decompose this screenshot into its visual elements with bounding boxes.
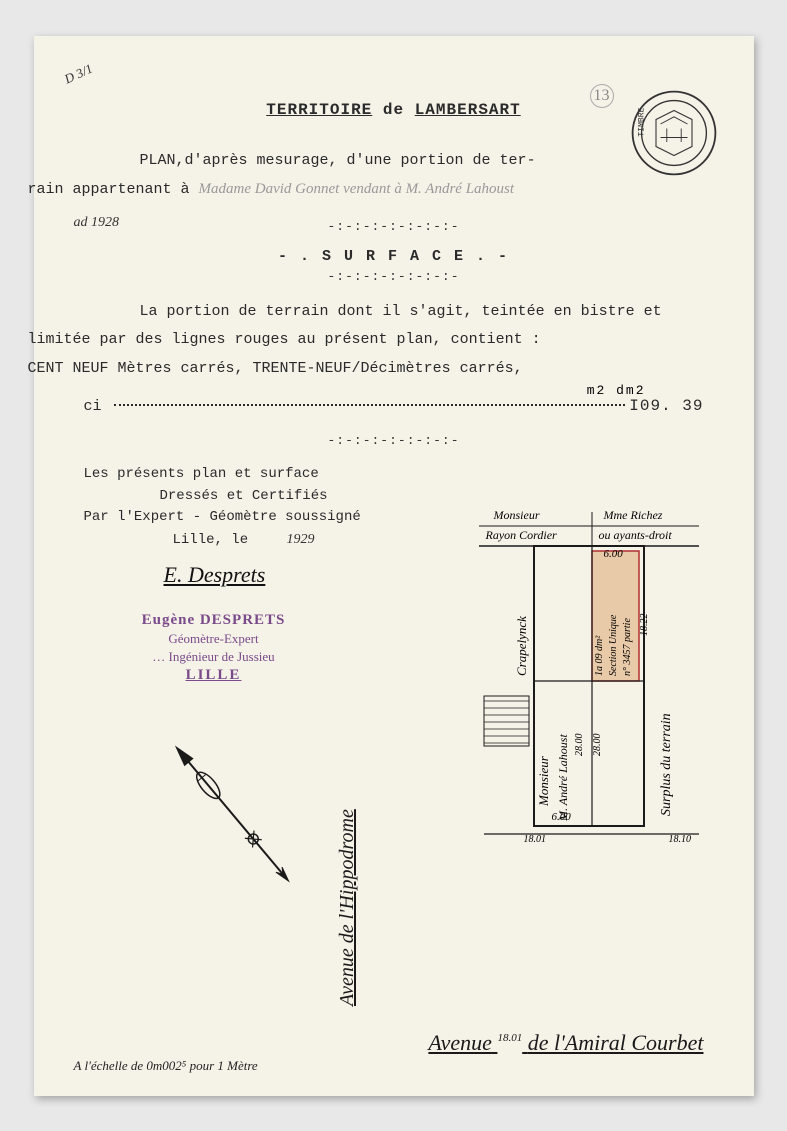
compass-arrow-icon <box>134 716 334 916</box>
body-line3: CENT NEUF Mètres carrés, TRENTE-NEUF/Déc… <box>28 360 523 377</box>
surface-paragraph: La portion de terrain dont il s'agit, te… <box>84 298 704 384</box>
cert-year: 1929 <box>287 532 315 547</box>
scale-note: A l'échelle de 0m002⁵ pour 1 Mètre <box>74 1058 258 1074</box>
signature: E. Desprets <box>164 558 404 592</box>
parcel-area: 1a 09 dm² <box>594 561 605 676</box>
mid-owner: M. André Lahoust <box>556 691 571 821</box>
title-de: de <box>383 101 404 119</box>
document-paper: D 3/1 13 TIMBRE TERRITOIRE de LAMBERSART… <box>34 36 754 1096</box>
stamp-role1: Géomètre-Expert <box>124 630 304 648</box>
avenue-h-dim: 18.01 <box>497 1032 522 1044</box>
page-number-circle: 13 <box>590 84 614 108</box>
parcel-section: Section Unique <box>608 561 619 676</box>
title-territoire: TERRITOIRE <box>266 101 372 119</box>
title-commune: LAMBERSART <box>415 101 521 119</box>
top-owner2-right: ou ayants-droit <box>599 528 672 543</box>
bottom-dim-left: 18.01 <box>524 834 547 845</box>
mid-dim-left: 28.00 <box>574 696 585 756</box>
right-surplus-text: Surplus du terrain <box>659 586 675 816</box>
avenue-horizontal-label: Avenue 18.01 de l'Amiral Courbet <box>428 1030 703 1056</box>
dim-top: 6.00 <box>604 548 623 560</box>
left-owner-label: Monsieur <box>536 696 552 806</box>
cert-line1: Les présents plan et surface <box>84 464 404 486</box>
cert-line4: Lille, le 1929 <box>84 529 404 552</box>
intro-line2: rain appartenant à <box>28 181 199 198</box>
top-owner-left: Monsieur <box>494 508 540 523</box>
avenue-h-pre: Avenue <box>428 1030 492 1055</box>
dotted-leader <box>114 404 626 406</box>
parcel-number: n° 3457 partie <box>622 561 633 676</box>
unit-labels: m2 dm2 <box>587 383 646 398</box>
stamp-city: LILLE <box>124 665 304 685</box>
parcel-len: 18.22 <box>639 576 650 636</box>
corner-reference: D 3/1 <box>61 60 94 87</box>
cadastral-plan: Monsieur Mme Richez Rayon Cordier ou aya… <box>374 506 714 1006</box>
intro-paragraph: PLAN,d'après mesurage, d'une portion de … <box>84 147 704 205</box>
intro-line1: PLAN,d'après mesurage, d'une portion de … <box>140 152 536 169</box>
left-owner-name: Crapelynck <box>514 566 530 676</box>
cert-line3: Par l'Expert - Géomètre soussigné <box>84 507 404 529</box>
surveyor-stamp: Eugène DESPRETS Géomètre-Expert … Ingéni… <box>124 610 304 686</box>
owner-names-faded: Madame David Gonnet vendant à M. André L… <box>199 181 515 197</box>
bottom-dim-right: 18.10 <box>669 834 692 845</box>
mid-dim-right: 28.00 <box>592 696 603 756</box>
separator-2: -:-:-:-:-:-:-:- <box>84 269 704 284</box>
top-owner-right: Mme Richez <box>604 508 663 523</box>
avenue-h-main: de l'Amiral Courbet <box>528 1030 704 1055</box>
stamp-name: Eugène DESPRETS <box>124 610 304 630</box>
area-amount-row: m2 dm2 ci I09. 39 <box>84 397 704 415</box>
ci-label: ci <box>84 398 102 415</box>
section-surface-title: - . S U R F A C E . - <box>84 248 704 265</box>
body-line2: limitée par des lignes rouges au présent… <box>28 331 541 348</box>
top-owner2-left: Rayon Cordier <box>486 528 557 543</box>
stamp-role2: … Ingénieur de Jussieu <box>124 648 304 666</box>
area-value: I09. 39 <box>629 397 703 415</box>
cert-line2: Dressés et Certifiés <box>84 486 404 508</box>
official-stamp-icon: TIMBRE <box>629 88 719 178</box>
stamp-label: TIMBRE <box>637 107 646 136</box>
separator-1: -:-:-:-:-:-:-:- <box>84 219 704 234</box>
separator-3: -:-:-:-:-:-:-:- <box>84 433 704 448</box>
margin-year-note: ad 1928 <box>74 215 120 231</box>
cadastral-svg-wrap: Monsieur Mme Richez Rayon Cordier ou aya… <box>474 506 704 851</box>
certification-block: Les présents plan et surface Dressés et … <box>84 464 404 685</box>
avenue-vertical-label: Avenue de l'Hippodrome <box>336 809 359 1006</box>
body-line1: La portion de terrain dont il s'agit, te… <box>140 303 662 320</box>
